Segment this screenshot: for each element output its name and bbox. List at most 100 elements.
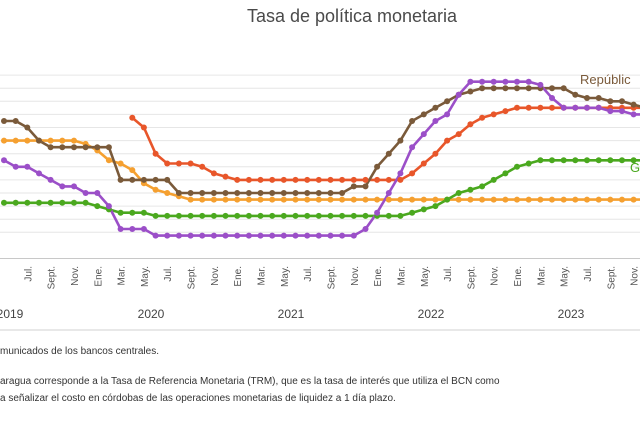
data-point [117, 226, 124, 232]
data-point [502, 85, 509, 92]
data-point [385, 176, 392, 183]
data-point [339, 196, 346, 203]
data-point [607, 98, 614, 105]
data-point [257, 212, 264, 219]
data-point [327, 212, 334, 219]
data-point [164, 160, 171, 167]
data-point [152, 186, 159, 193]
data-point [607, 157, 614, 164]
data-point [304, 190, 311, 196]
series-label: G [630, 160, 640, 175]
data-point [222, 190, 229, 196]
x-tick-label: Ene. [373, 266, 384, 287]
series-labels: Repúblic G [580, 72, 640, 175]
data-point [432, 118, 439, 124]
x-tick-label: Jul. [303, 266, 314, 282]
data-point [140, 226, 147, 232]
data-point [584, 157, 590, 164]
gridlines [0, 74, 640, 331]
x-tick-label: Jul. [23, 266, 34, 282]
data-point [432, 196, 439, 203]
data-point [1, 199, 7, 206]
data-point [257, 190, 264, 196]
data-point [222, 232, 229, 239]
data-point [152, 150, 159, 157]
x-tick-label: Ene. [233, 266, 244, 287]
data-point [327, 232, 334, 239]
data-point [619, 98, 625, 105]
data-point [560, 196, 567, 203]
x-tick-label: Sept. [466, 266, 477, 289]
data-point [47, 176, 54, 183]
data-point [245, 176, 252, 183]
data-point [1, 118, 7, 124]
data-point [619, 108, 625, 115]
x-tick-label: Jul. [583, 266, 594, 282]
data-point [584, 95, 590, 101]
data-point [71, 183, 77, 190]
data-point [595, 104, 602, 111]
data-point [199, 190, 206, 196]
data-point [467, 196, 474, 203]
year-label: 2021 [278, 307, 305, 321]
data-point [537, 196, 544, 203]
data-point [210, 232, 217, 239]
data-point [619, 157, 625, 164]
data-point [619, 196, 625, 203]
data-point [444, 137, 451, 144]
data-point [71, 199, 77, 206]
data-point [584, 196, 590, 203]
data-point [47, 144, 54, 151]
data-point [12, 163, 19, 170]
data-point [514, 78, 520, 85]
data-point [502, 170, 509, 177]
data-point [304, 176, 311, 183]
data-point [549, 104, 555, 111]
data-point [339, 212, 346, 219]
data-point [560, 104, 567, 111]
data-point [304, 232, 311, 239]
data-point [175, 190, 182, 196]
data-point [514, 104, 520, 111]
data-point [455, 91, 462, 98]
data-point [315, 196, 322, 203]
data-point [199, 232, 206, 239]
year-label: 2020 [138, 307, 165, 321]
x-tick-label: Ene. [513, 266, 524, 287]
data-point [514, 85, 520, 92]
data-point [420, 111, 427, 118]
data-point [420, 131, 427, 138]
footnote-line-1: aragua corresponde a la Tasa de Referenc… [0, 376, 500, 387]
data-point [455, 131, 462, 138]
data-point [24, 199, 31, 206]
data-point [94, 144, 101, 151]
data-point [525, 85, 532, 92]
data-point [490, 78, 497, 85]
data-point [234, 176, 241, 183]
x-tick-label: Sept. [187, 266, 198, 289]
data-point [304, 196, 311, 203]
data-point [140, 209, 147, 216]
data-point [385, 212, 392, 219]
data-point [607, 196, 614, 203]
data-point [152, 212, 159, 219]
data-point [595, 196, 602, 203]
data-point [164, 190, 171, 196]
data-point [292, 190, 299, 196]
data-point [269, 196, 276, 203]
data-point [385, 190, 392, 196]
data-point [397, 212, 404, 219]
data-point [140, 124, 147, 131]
data-point [350, 196, 357, 203]
data-point [572, 91, 579, 98]
x-tick-label: Nov. [210, 266, 221, 286]
x-tick-label: Sept. [606, 266, 617, 289]
data-point [280, 176, 287, 183]
data-point [140, 176, 147, 183]
data-point [514, 196, 520, 203]
data-point [315, 190, 322, 196]
data-point [245, 232, 252, 239]
data-point [280, 190, 287, 196]
data-point [350, 183, 357, 190]
data-point [362, 176, 369, 183]
